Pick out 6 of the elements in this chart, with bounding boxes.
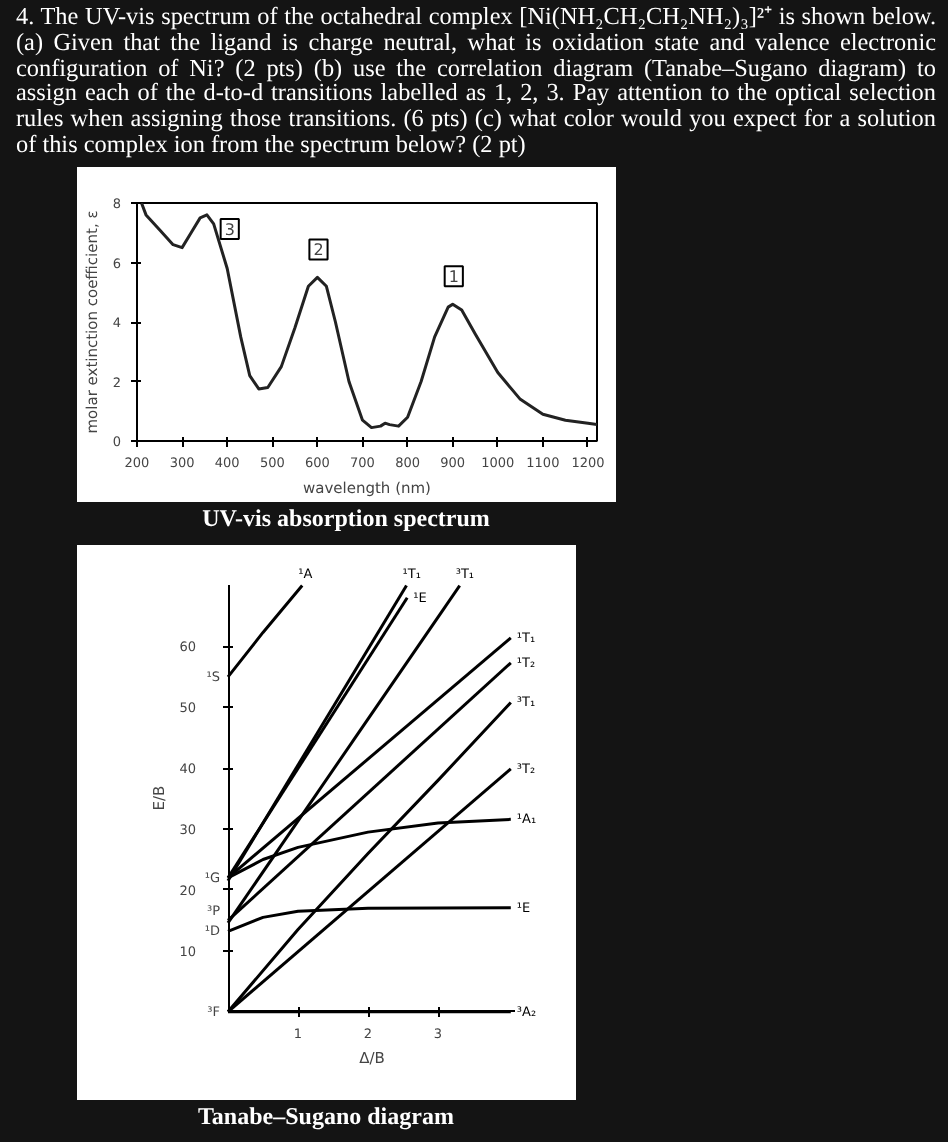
text: 4. The UV-vis spectrum of the octahedral complex [Ni(NH₂CH₂CH₂NH₂)₃]²⁺ is shown below. (a) Given that the ligand is charge neutral, what is oxidation state and valence electronic configuration of Ni? (2 pts) (b) use the correlation diagram (Tanabe–Sugano diagram) to assign each of the d-to-d transitions labelled as 1, 2, 3. Pay attention to the optical selection rules when assigning those transitions. (6 pts) (c) what color would you expect for a solution of this complex ion from the spectrum below? (2 pt) (16, 2, 936, 159)
text: Tanabe–Sugano diagram (198, 1100, 454, 1135)
annotation: 3 (224, 220, 235, 239)
text: UV-vis absorption spectrum (202, 501, 490, 536)
annotation: 2 (313, 241, 324, 260)
annotation: 1 (448, 267, 459, 286)
